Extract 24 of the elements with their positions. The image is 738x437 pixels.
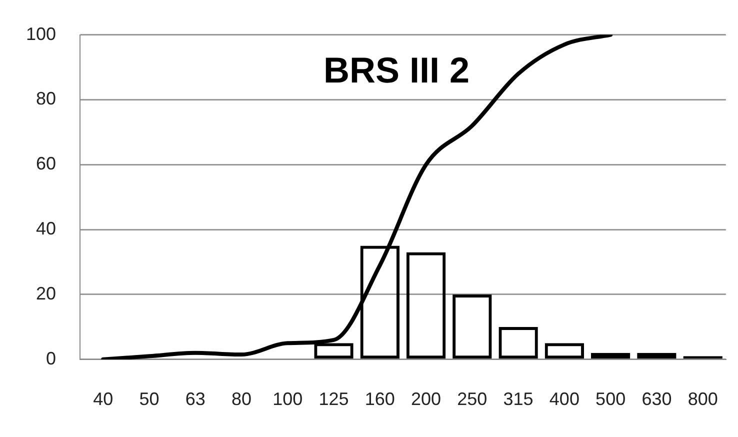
x-tick-label: 800 [688,389,718,410]
x-tick-label: 250 [457,389,488,410]
x-tick-label: 500 [596,389,626,410]
x-tick-label: 160 [364,389,395,410]
y-tick-label: 40 [36,218,56,239]
y-tick-label: 20 [36,283,56,304]
x-tick-label: 200 [411,389,442,410]
x-tick-label: 315 [503,389,534,410]
y-tick-label: 0 [46,348,56,368]
x-tick-label: 125 [318,389,349,410]
x-tick-label: 40 [93,389,114,410]
bar [590,352,630,359]
chart-title: BRS III 2 [323,50,470,91]
y-tick-label: 80 [36,88,56,109]
y-tick-label: 100 [26,24,56,44]
x-tick-label: 63 [185,389,206,410]
line-series [101,34,613,360]
x-tick-label: 400 [549,389,580,410]
x-tick-label: 80 [231,389,252,410]
bar [637,352,676,359]
x-tick-label: 630 [642,389,672,410]
x-tick-label: 50 [139,389,160,410]
x-tick-label: 100 [272,389,303,410]
y-tick-label: 60 [36,154,56,174]
